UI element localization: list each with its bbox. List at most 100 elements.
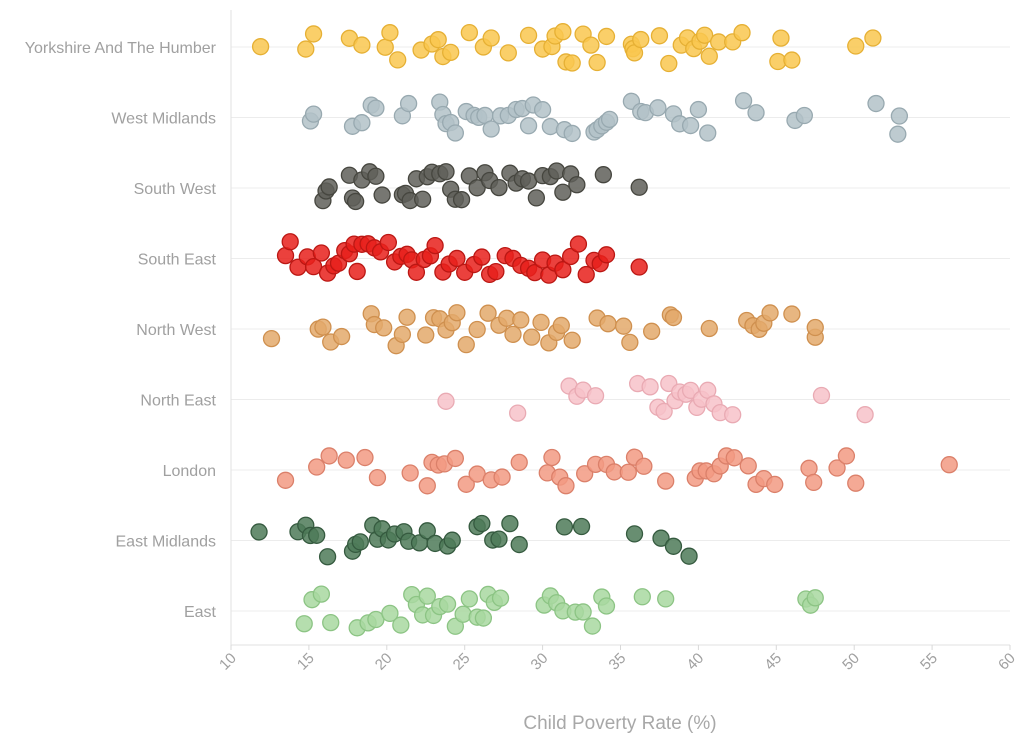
data-point — [597, 597, 616, 615]
data-point — [417, 326, 435, 344]
data-point — [547, 162, 566, 180]
data-point — [583, 617, 602, 635]
series-group — [314, 162, 648, 211]
data-point — [418, 522, 436, 540]
data-point — [594, 166, 613, 184]
x-tick-label: 50 — [839, 650, 863, 674]
data-point — [356, 448, 374, 467]
data-point — [700, 319, 718, 338]
data-point — [812, 386, 831, 405]
data-point — [499, 44, 517, 62]
data-point — [399, 94, 418, 113]
data-point — [847, 474, 865, 492]
data-point — [699, 124, 717, 142]
data-point — [599, 315, 617, 333]
data-point — [856, 406, 874, 424]
data-point — [381, 24, 399, 42]
data-point — [295, 615, 313, 633]
data-point — [413, 190, 432, 208]
data-point — [700, 47, 718, 65]
data-point — [733, 24, 751, 42]
data-point — [504, 325, 522, 344]
data-point — [381, 604, 399, 623]
data-point — [468, 320, 486, 339]
data-point — [689, 100, 708, 119]
data-point — [448, 304, 466, 322]
data-point — [308, 458, 326, 476]
data-point — [940, 456, 958, 474]
data-points — [250, 23, 958, 637]
data-point — [576, 465, 594, 483]
data-point — [348, 262, 366, 281]
data-point — [276, 471, 295, 489]
data-point — [614, 317, 633, 335]
data-point — [448, 249, 466, 268]
data-point — [473, 514, 491, 533]
data-point — [657, 590, 675, 608]
data-point — [552, 316, 570, 335]
data-point — [446, 449, 465, 468]
data-point — [890, 107, 909, 125]
data-point — [510, 535, 528, 554]
data-point — [806, 589, 824, 607]
data-point — [351, 533, 369, 551]
data-point — [320, 178, 338, 196]
data-point — [655, 402, 673, 421]
data-point — [418, 587, 436, 605]
data-point — [304, 257, 323, 276]
data-point — [312, 585, 331, 603]
series-group — [276, 233, 648, 284]
data-point — [438, 595, 457, 613]
data-point — [337, 451, 355, 469]
data-point — [429, 31, 447, 49]
data-point — [725, 449, 743, 467]
data-point — [457, 475, 475, 493]
data-point — [442, 43, 460, 62]
category-label: Yorkshire And The Humber — [25, 40, 217, 57]
series-group — [250, 514, 698, 566]
data-point — [379, 233, 398, 252]
data-point — [312, 244, 331, 262]
data-point — [490, 530, 508, 548]
data-point — [597, 246, 616, 264]
data-point — [554, 23, 572, 41]
data-point — [533, 101, 552, 119]
data-point — [630, 258, 648, 276]
data-point — [574, 603, 592, 621]
data-point — [864, 29, 882, 47]
data-point — [437, 392, 455, 410]
series-group — [295, 585, 824, 637]
data-point — [482, 120, 500, 138]
category-label: East Midlands — [116, 534, 217, 551]
data-point — [353, 114, 371, 132]
data-point — [490, 178, 508, 197]
data-point — [660, 54, 678, 73]
data-point — [649, 99, 667, 117]
x-tick-label: 60 — [995, 650, 1019, 674]
data-point — [557, 477, 575, 495]
data-point — [806, 318, 824, 337]
data-point — [519, 26, 538, 45]
category-label: West Midlands — [111, 111, 216, 128]
data-point — [847, 37, 865, 55]
data-point — [493, 468, 511, 486]
data-point — [541, 117, 560, 136]
category-label: South West — [134, 181, 217, 198]
series-group — [276, 447, 958, 495]
data-point — [652, 529, 670, 547]
data-point — [532, 313, 550, 332]
data-point — [837, 447, 856, 465]
data-point — [509, 404, 527, 422]
data-point — [633, 588, 651, 606]
data-point — [437, 163, 455, 181]
data-point — [561, 247, 580, 266]
data-point — [597, 27, 616, 46]
data-point — [375, 319, 393, 337]
data-point — [398, 308, 416, 326]
data-point — [523, 328, 541, 346]
category-label: North West — [136, 322, 216, 339]
data-point — [297, 40, 315, 58]
data-point — [588, 53, 606, 72]
data-point — [452, 191, 471, 209]
data-point — [443, 531, 461, 549]
